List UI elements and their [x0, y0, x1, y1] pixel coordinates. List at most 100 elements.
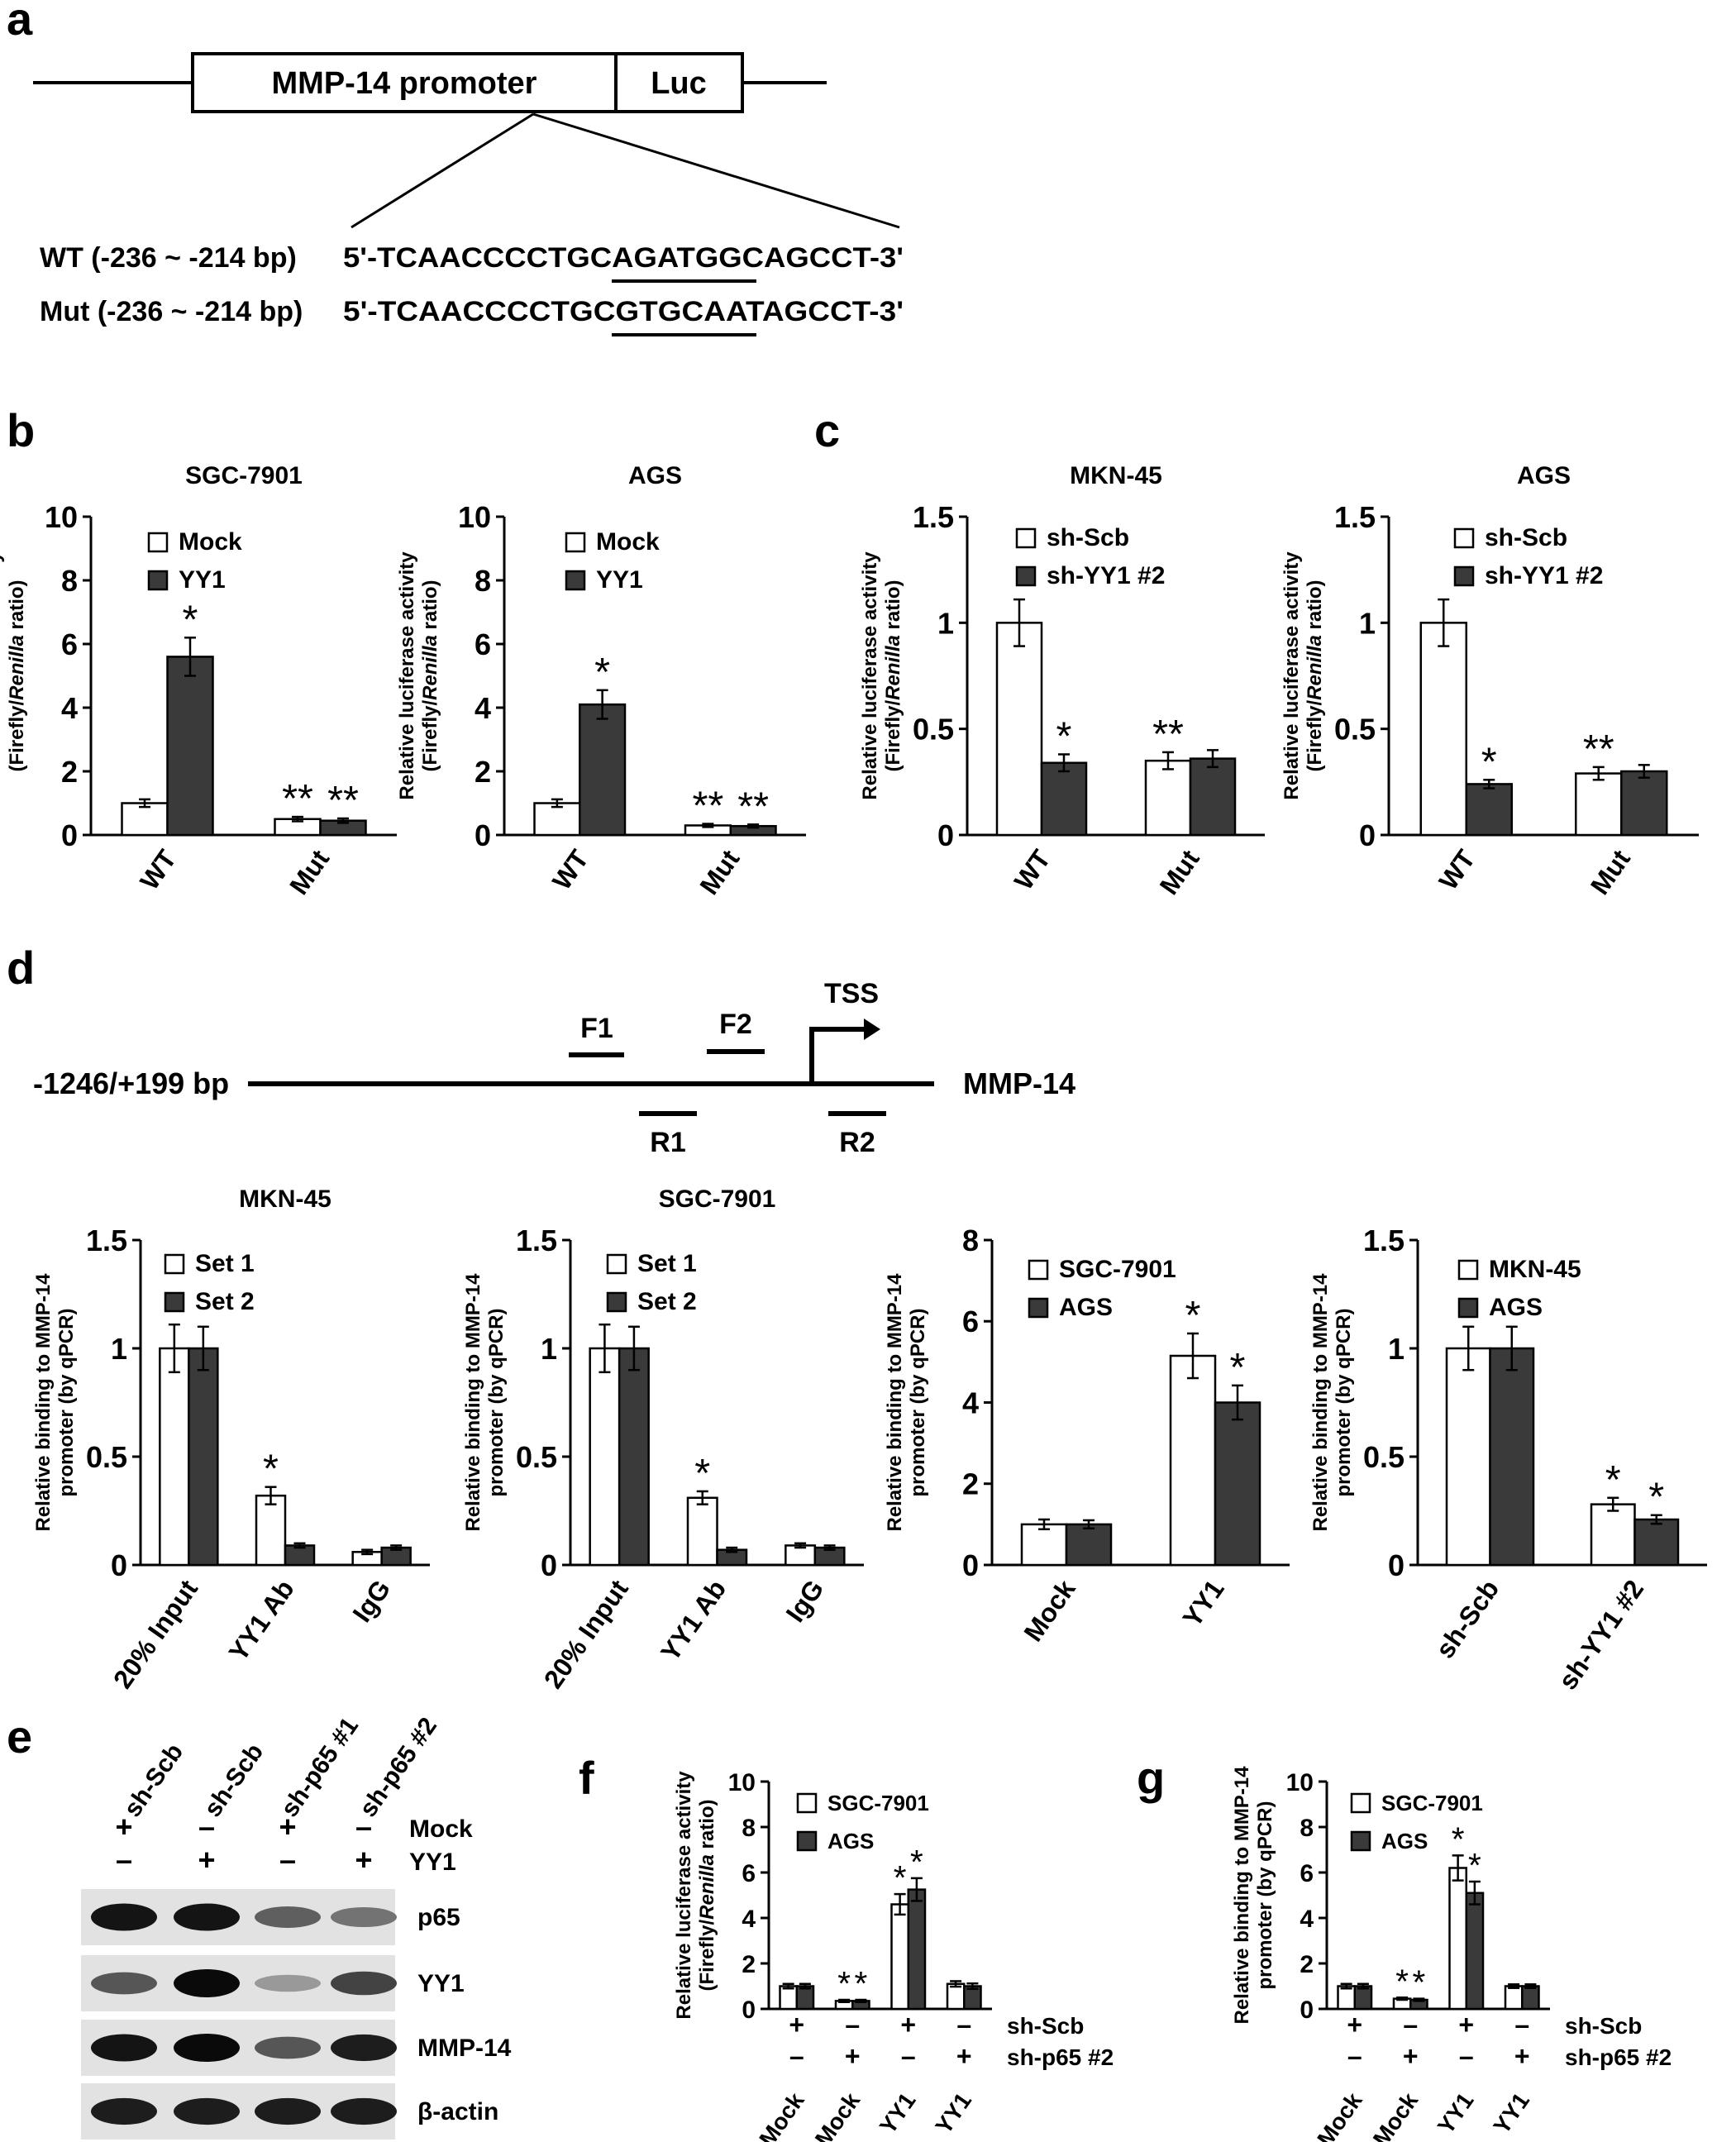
bar [1633, 1518, 1680, 1567]
bar [1489, 1347, 1535, 1567]
significance-star: * [1481, 739, 1497, 784]
chart-title: AGS [1517, 462, 1571, 489]
blot-band [255, 1974, 321, 1992]
x-tick-label: YY1 Ab [655, 1574, 732, 1666]
sign-mark: – [789, 2041, 804, 2071]
primer-r2: R2 [839, 1127, 875, 1158]
legend-swatch [1453, 565, 1475, 587]
significance-star: * [1412, 1963, 1425, 2001]
chart-c2: AGS 0 0.5 1 1.5 Relative luciferase activity(… [1281, 462, 1699, 900]
blot-label: YY1 [417, 1970, 465, 1997]
blot-label: β-actin [417, 2098, 498, 2125]
x-tick-label: WT [1433, 844, 1481, 895]
panel-label-g: g [1137, 1752, 1165, 1804]
legend-label: AGS [1059, 1294, 1113, 1321]
legend-label: sh-Scb [1047, 524, 1129, 551]
y-tick-label: 0 [475, 818, 491, 852]
legend-swatch [606, 1291, 627, 1313]
primer-f1: F1 [580, 1013, 613, 1044]
bar [1521, 1985, 1540, 2011]
y-tick-label: 8 [61, 564, 78, 598]
sign-row-label: sh-p65 #2 [1565, 2044, 1672, 2070]
y-tick-label: 6 [1300, 1860, 1314, 1887]
significance-star: * [183, 597, 198, 642]
legend-swatch [1015, 565, 1037, 587]
chart-d2: SGC-7901 0 0.5 1 1.5 Relative binding to MMP-… [462, 1185, 864, 1694]
chart-title: MKN-45 [239, 1185, 331, 1213]
legend-swatch [1028, 1297, 1049, 1319]
y-tick-label: 4 [475, 691, 491, 725]
sign-mark: + [1403, 2041, 1419, 2071]
y-tick-label: 0 [962, 1548, 979, 1582]
y-tick-label: 1.5 [1334, 500, 1376, 534]
blot-label: MMP-14 [417, 2035, 512, 2062]
y-axis-label-2: promoter (by qPCR) [485, 1309, 508, 1497]
y-tick-label: 8 [475, 564, 491, 598]
chart-b2: AGS 0 2 4 6 8 10 Relative luciferase activity (F… [396, 462, 806, 900]
blot-sign: + [279, 1810, 296, 1844]
blot-band [331, 1971, 397, 1996]
tss-label: TSS [824, 978, 879, 1009]
significance-star: * [1468, 1846, 1481, 1884]
legend-label: Mock [596, 528, 660, 556]
legend-label: YY1 [596, 566, 643, 594]
y-axis-label-2: promoter (by qPCR) [55, 1309, 78, 1497]
sign-mark: – [845, 2010, 860, 2039]
chart-title: AGS [628, 462, 682, 489]
y-axis-label: Relative binding to MMP-14 [1309, 1273, 1332, 1532]
wt-label: WT (-236 ~ -214 bp) [40, 242, 297, 274]
legend-label: AGS [1489, 1294, 1543, 1321]
panel-e-blot: sh-Scb sh-Scb sh-p65 #1 sh-p65 #2 + – + – Mo… [81, 1713, 512, 2140]
y-tick-label: 1 [541, 1332, 557, 1366]
legend-swatch [565, 570, 586, 591]
chart-f: 0 2 4 6 8 10 Relative luciferase activity (Fire… [673, 1769, 1114, 2142]
legend-swatch [164, 1291, 185, 1313]
primer-f2: F2 [719, 1009, 752, 1040]
significance-star: * [1185, 1293, 1201, 1338]
y-tick-label: 0.5 [1363, 1440, 1405, 1474]
x-tick-label: WT [1009, 844, 1056, 895]
y-tick-label: 8 [1300, 1815, 1314, 1842]
sign-mark: – [1459, 2041, 1474, 2071]
blot-sign: + [355, 1843, 372, 1877]
y-axis-label: Relative luciferase activity [859, 551, 881, 800]
y-tick-label: 1 [937, 606, 954, 640]
bar [795, 1985, 815, 2011]
y-axis-label-2: (Firefly/Renilla ratio) [1304, 580, 1326, 771]
significance-star: * [694, 1451, 710, 1496]
y-tick-label: 0 [1388, 1548, 1405, 1582]
sign-mark: + [956, 2041, 972, 2071]
y-axis-label: Relative luciferase activity [396, 551, 418, 800]
blot-band [174, 2034, 240, 2062]
significance-star: ** [327, 778, 359, 823]
chart-title: MKN-45 [1070, 462, 1162, 489]
x-tick-label: YY1 [1488, 2088, 1534, 2139]
sign-mark: + [900, 2010, 916, 2039]
y-tick-label: 10 [45, 500, 78, 534]
y-axis-label: Relative luciferase activity [0, 551, 5, 800]
blot-row-label: YY1 [409, 1849, 456, 1876]
blot-sign: – [355, 1810, 372, 1844]
bar [579, 703, 627, 837]
bar [1020, 1523, 1068, 1567]
bar [1465, 783, 1513, 837]
legend-swatch [147, 570, 169, 591]
gene-label: MMP-14 [963, 1066, 1075, 1100]
x-tick-label: IgG [780, 1574, 829, 1627]
y-tick-label: 0.5 [1334, 713, 1376, 747]
y-tick-label: 1 [111, 1332, 127, 1366]
y-axis-label-2: promoter (by qPCR) [907, 1309, 929, 1497]
sign-mark: – [901, 2041, 916, 2071]
blot-sign: + [198, 1843, 215, 1877]
lane-label-3: sh-p65 #1 [276, 1713, 364, 1822]
y-tick-label: 0.5 [913, 713, 954, 747]
legend-label: sh-YY1 #2 [1485, 562, 1603, 589]
bar [1419, 622, 1467, 837]
x-tick-label: sh-YY1 #2 [1552, 1574, 1649, 1695]
mut-sequence: 5'-TCAACCCCTGCGTGCAATAGCCT-3' [343, 296, 904, 327]
bar [686, 1496, 718, 1567]
x-tick-label: YY1 [875, 2088, 921, 2139]
x-tick-label: IgG [346, 1574, 396, 1627]
y-tick-label: 1 [1388, 1332, 1405, 1366]
